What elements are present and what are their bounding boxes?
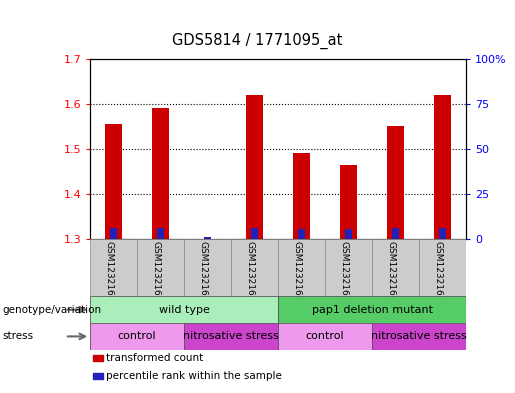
Text: GDS5814 / 1771095_at: GDS5814 / 1771095_at — [173, 33, 342, 49]
Bar — [345, 230, 352, 239]
Bar — [90, 239, 137, 296]
Text: wild type: wild type — [159, 305, 210, 315]
Bar — [278, 239, 325, 296]
Bar — [372, 239, 419, 296]
Bar — [93, 373, 103, 378]
Text: percentile rank within the sample: percentile rank within the sample — [106, 371, 282, 381]
Bar — [419, 239, 466, 296]
Text: control: control — [306, 331, 345, 342]
Bar — [90, 323, 184, 350]
Bar — [231, 239, 278, 296]
Text: GSM1232161: GSM1232161 — [151, 241, 161, 301]
Bar — [137, 239, 184, 296]
Bar — [204, 237, 211, 239]
Bar — [278, 323, 372, 350]
Bar — [251, 228, 259, 239]
Bar — [90, 296, 278, 323]
Text: GSM1232167: GSM1232167 — [434, 241, 442, 301]
Bar — [439, 228, 447, 239]
Text: pap1 deletion mutant: pap1 deletion mutant — [312, 305, 433, 315]
Bar — [93, 355, 103, 361]
Bar — [392, 228, 399, 239]
Text: stress: stress — [3, 331, 33, 342]
Text: GSM1232162: GSM1232162 — [199, 241, 208, 301]
Bar — [340, 165, 357, 239]
Text: nitrosative stress: nitrosative stress — [371, 331, 467, 342]
Text: transformed count: transformed count — [106, 353, 203, 363]
Text: GSM1232165: GSM1232165 — [339, 241, 349, 301]
Bar — [434, 95, 451, 239]
Text: GSM1232164: GSM1232164 — [293, 241, 302, 301]
Bar — [110, 228, 117, 239]
Text: nitrosative stress: nitrosative stress — [183, 331, 279, 342]
Bar — [294, 154, 310, 239]
Bar — [106, 124, 122, 239]
Bar — [152, 108, 169, 239]
Bar — [157, 228, 164, 239]
Bar — [184, 239, 231, 296]
Bar — [325, 239, 372, 296]
Bar — [298, 230, 305, 239]
Text: control: control — [118, 331, 157, 342]
Bar — [387, 127, 404, 239]
Text: GSM1232166: GSM1232166 — [387, 241, 396, 301]
Bar — [246, 95, 263, 239]
Bar — [184, 323, 278, 350]
Bar — [278, 296, 466, 323]
Text: genotype/variation: genotype/variation — [3, 305, 101, 315]
Text: GSM1232160: GSM1232160 — [105, 241, 114, 301]
Bar — [372, 323, 466, 350]
Text: GSM1232163: GSM1232163 — [246, 241, 254, 301]
